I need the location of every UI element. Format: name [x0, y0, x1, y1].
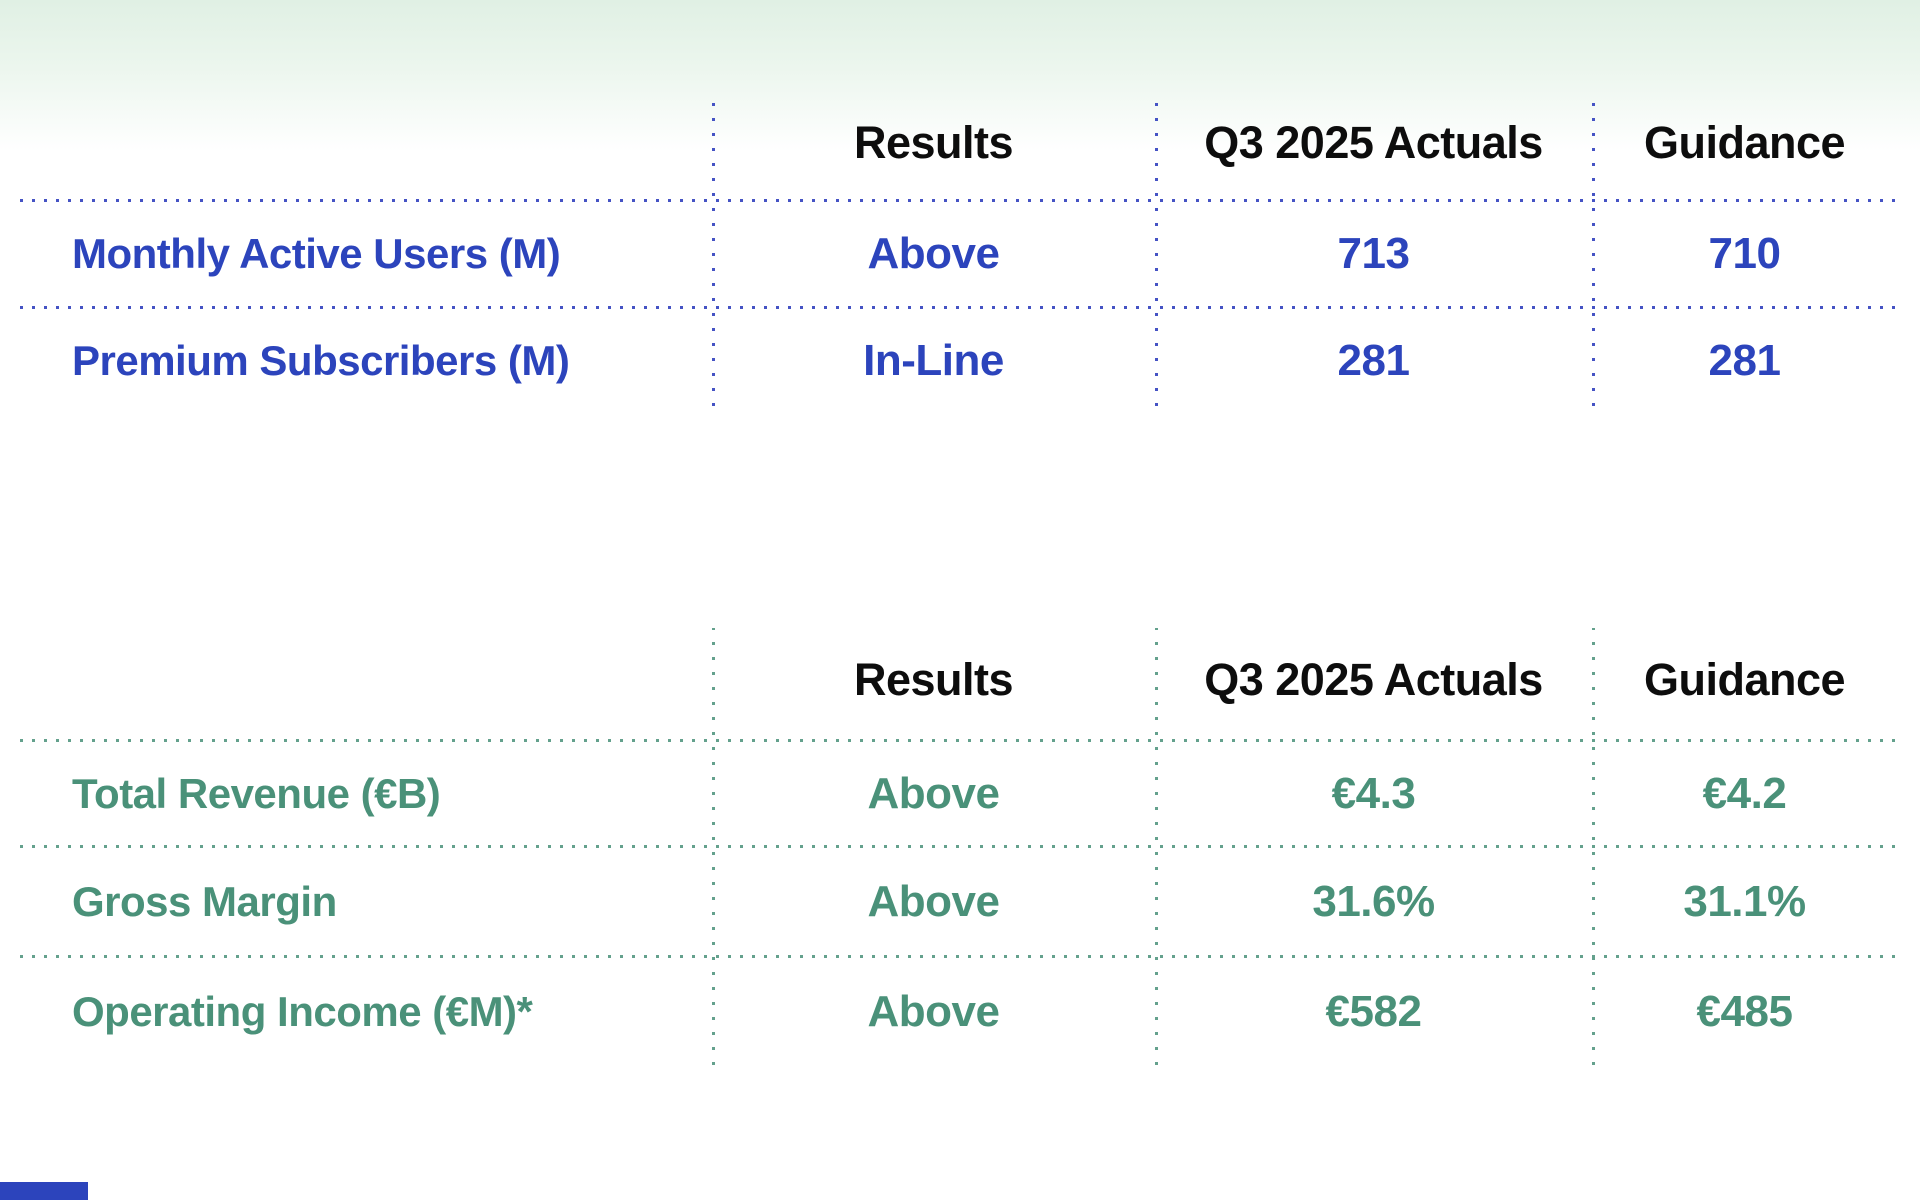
actuals-cell: 31.6%	[1312, 876, 1435, 926]
column-header-actuals: Q3 2025 Actuals	[1204, 117, 1543, 168]
guidance-cell: 281	[1708, 336, 1781, 385]
row-divider	[20, 845, 1897, 848]
guidance-cell: €485	[1696, 986, 1793, 1036]
column-header-guidance: Guidance	[1643, 117, 1846, 168]
row-divider	[20, 306, 1897, 309]
results-cell: Above	[867, 768, 1000, 818]
row-label: Premium Subscribers (M)	[72, 337, 570, 384]
results-cell: Above	[867, 986, 1000, 1036]
column-divider	[1592, 98, 1595, 406]
actuals-cell: 713	[1337, 229, 1410, 278]
row-label: Gross Margin	[72, 877, 337, 925]
top-gradient-band	[0, 0, 1920, 152]
actuals-cell: €582	[1325, 986, 1422, 1036]
guidance-cell: 710	[1708, 229, 1781, 278]
actuals-cell: 281	[1337, 336, 1410, 385]
column-header-guidance: Guidance	[1643, 654, 1846, 705]
results-cell: Above	[867, 876, 1000, 926]
guidance-cell: €4.2	[1702, 768, 1787, 818]
guidance-cell: 31.1%	[1683, 876, 1806, 926]
results-cell: In-Line	[863, 336, 1004, 385]
row-divider	[20, 199, 1897, 202]
bottom-accent-bar	[0, 1182, 88, 1200]
column-header-results: Results	[853, 654, 1014, 705]
row-label: Monthly Active Users (M)	[72, 230, 561, 277]
results-cell: Above	[867, 229, 1000, 278]
row-divider	[20, 955, 1897, 958]
row-divider	[20, 739, 1897, 742]
row-label: Total Revenue (€B)	[72, 769, 441, 817]
row-label: Operating Income (€M)*	[72, 987, 533, 1035]
actuals-cell: €4.3	[1331, 768, 1416, 818]
column-divider	[1155, 98, 1158, 406]
column-header-actuals: Q3 2025 Actuals	[1204, 654, 1543, 705]
column-divider	[712, 98, 715, 406]
column-header-results: Results	[853, 117, 1014, 168]
